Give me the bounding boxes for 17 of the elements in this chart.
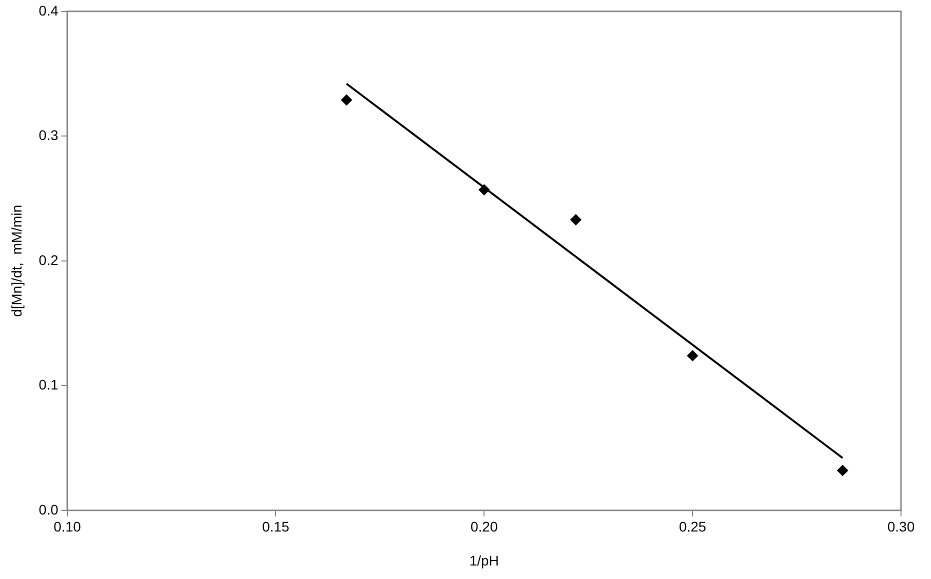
point — [570, 214, 582, 226]
y-tick-label: 0.2 — [38, 252, 58, 268]
x-tick-label: 0.25 — [678, 518, 706, 535]
y-tick-label: 0.0 — [38, 501, 58, 518]
point — [687, 350, 698, 362]
x-tick-label: 0.30 — [887, 518, 915, 535]
x-tick-label: 0.20 — [470, 518, 498, 535]
y-tick-label: 0.3 — [38, 127, 58, 144]
point — [478, 184, 490, 196]
y-tick-label: 0.1 — [38, 376, 58, 393]
x-tick-label: 0.10 — [54, 518, 82, 535]
point — [837, 464, 848, 476]
point — [341, 94, 352, 106]
x-tick-label: 0.15 — [262, 518, 290, 535]
y-tick-label: 0.4 — [38, 2, 58, 18]
x-axis-title: 1/pH — [469, 552, 499, 568]
y-axis-title: d[Mn]/dt, mM/min — [8, 204, 24, 317]
